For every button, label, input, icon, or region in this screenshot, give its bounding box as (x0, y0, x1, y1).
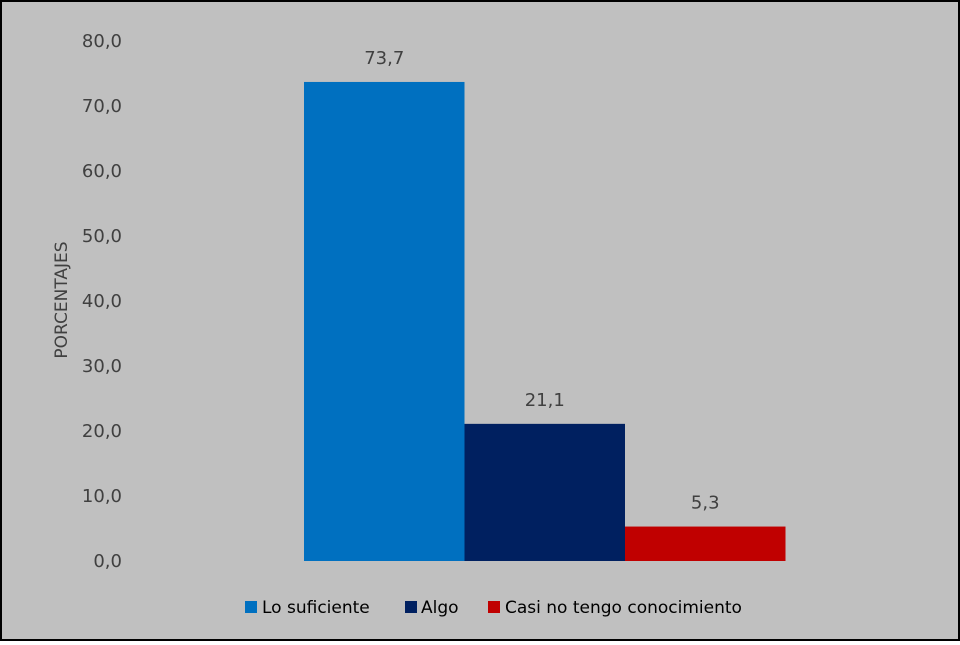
y-tick-label: 0,0 (93, 551, 122, 572)
legend-label: Algo (421, 598, 459, 618)
legend-swatch (245, 601, 257, 613)
bars (304, 81, 786, 561)
bar-algo (464, 423, 625, 561)
data-label: 5,3 (691, 493, 720, 514)
y-tick-label: 50,0 (82, 226, 122, 247)
y-tick-label: 60,0 (82, 161, 122, 182)
legend-label: Lo suficiente (262, 598, 370, 618)
y-tick-label: 30,0 (82, 356, 122, 377)
y-tick-label: 70,0 (82, 96, 122, 117)
y-tick-label: 10,0 (82, 486, 122, 507)
legend-swatch (488, 601, 500, 613)
data-labels: 73,7 21,1 5,3 (364, 48, 719, 514)
bar-lo-suficiente (304, 81, 465, 561)
legend-label: Casi no tengo conocimiento (505, 598, 742, 618)
y-tick-label: 20,0 (82, 421, 122, 442)
y-tick-label: 40,0 (82, 291, 122, 312)
y-axis-title: PORCENTAJES (52, 241, 72, 358)
data-label: 73,7 (364, 48, 404, 69)
legend: Lo suficiente Algo Casi no tengo conocimie… (245, 598, 742, 618)
legend-swatch (405, 601, 417, 613)
y-tick-label: 80,0 (82, 31, 122, 52)
data-label: 21,1 (525, 390, 565, 411)
y-axis-ticks: 0,0 10,0 20,0 30,0 40,0 50,0 60,0 70,0 80,0 (82, 31, 122, 572)
bar-casi-no-tengo-conocimiento (625, 526, 786, 561)
